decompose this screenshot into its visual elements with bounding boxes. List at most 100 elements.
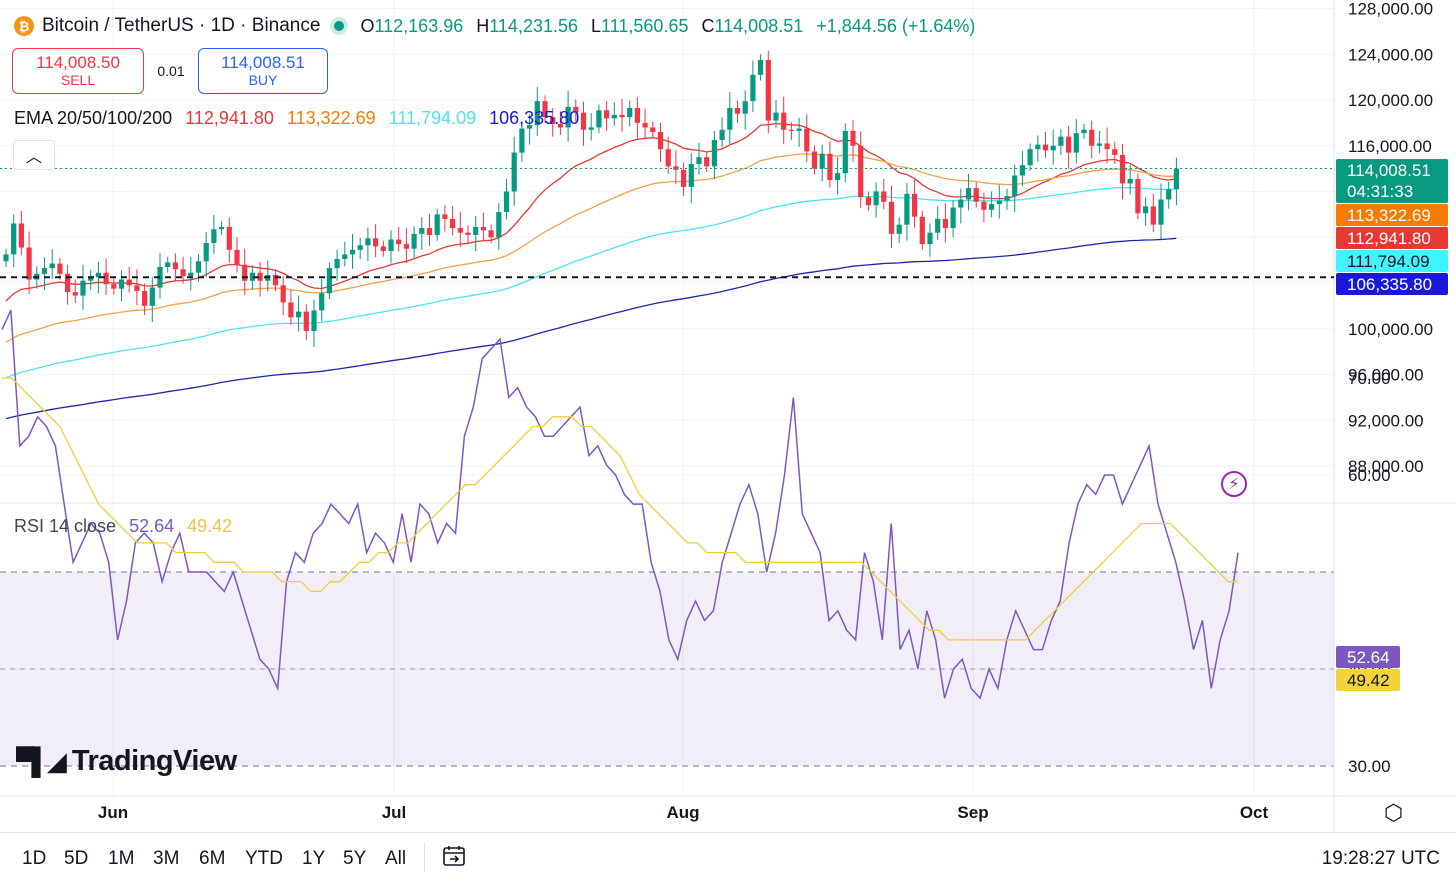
time-axis-label: Aug [666, 803, 699, 822]
candle-body [1027, 149, 1033, 166]
candle-body [11, 223, 17, 255]
candle-body [1019, 165, 1025, 176]
candle-body [434, 214, 440, 235]
sell-button[interactable]: 114,008.50 SELL [12, 48, 144, 94]
candle-body [657, 132, 664, 150]
settings-gear-icon[interactable]: ⬡ [1384, 800, 1404, 825]
candle-body [142, 291, 148, 306]
chevron-up-icon: ︿ [25, 149, 42, 166]
candle-body [488, 230, 494, 238]
price-axis-label: 100,000.00 [1348, 320, 1433, 339]
candle-body [473, 226, 479, 235]
sell-label: SELL [60, 71, 96, 88]
timeframe-1d[interactable]: 1D [22, 848, 47, 869]
candle-body [80, 280, 86, 296]
ema200-line [5, 237, 1177, 420]
candle-body [88, 277, 94, 281]
candle-body [835, 173, 841, 181]
symbol-header[interactable]: ₿ Bitcoin / TetherUS · 1D · Binance O112… [14, 12, 983, 40]
candle-body [95, 272, 101, 278]
ema-legend[interactable]: EMA 20/50/100/200 112,941.80 113,322.69 … [14, 108, 587, 129]
countdown-text: 04:31:33 [1347, 182, 1413, 201]
candle-body [311, 310, 317, 332]
time-axis[interactable]: Jun Jul Aug Sep Oct [98, 803, 1269, 822]
buy-price: 114,008.51 [221, 52, 305, 72]
candle-body [1143, 206, 1149, 214]
price-axis-label: 124,000.00 [1348, 45, 1433, 64]
candle-body [103, 272, 109, 285]
rsi-legend[interactable]: RSI 14 close 52.64 49.42 [14, 516, 240, 537]
timeframe-6m[interactable]: 6M [199, 848, 226, 869]
candle-body [1150, 206, 1156, 225]
candle-body [1158, 199, 1164, 225]
candle-body [819, 153, 825, 169]
low-value: 111,560.65 [601, 15, 689, 36]
candle-body [450, 218, 456, 229]
ema50-line [5, 153, 1177, 343]
candle-body [134, 285, 140, 292]
timeframe-1y[interactable]: 1Y [302, 848, 326, 869]
candle-body [242, 264, 248, 281]
candle-body [1073, 133, 1079, 153]
candle-body [719, 129, 725, 141]
candle-body [765, 59, 771, 121]
candle-body [665, 149, 671, 167]
timeframe-5y[interactable]: 5Y [343, 848, 367, 869]
candle-body [565, 106, 571, 128]
candle-body [1127, 178, 1133, 184]
timeframe-ytd[interactable]: YTD [245, 848, 283, 869]
candle-body [249, 272, 255, 281]
candle-body [865, 197, 871, 206]
candle-body [758, 59, 764, 75]
price-axis-label: 120,000.00 [1348, 91, 1433, 110]
timeframe-3m[interactable]: 3M [153, 848, 180, 869]
candle-body [1135, 178, 1141, 214]
candle-body [49, 263, 55, 269]
price-axis-label: 128,000.00 [1348, 0, 1433, 19]
candle-body [111, 284, 117, 289]
lightning-icon[interactable]: ⚡ [1221, 471, 1247, 497]
candle-body [373, 238, 379, 247]
timeframe-all[interactable]: All [385, 848, 407, 869]
candle-body [688, 164, 694, 187]
candle-body [72, 292, 78, 296]
candle-body [465, 232, 471, 235]
candle-body [750, 74, 756, 102]
candle-body [149, 287, 155, 306]
candle-body [804, 128, 810, 152]
bitcoin-icon: ₿ [14, 16, 34, 36]
collapse-legend-button[interactable]: ︿ [13, 140, 55, 170]
candle-body [41, 268, 48, 274]
candle-body [711, 140, 717, 167]
rsi-series [1, 309, 1239, 700]
price-axis[interactable]: 128,000.00 124,000.00 120,000.00 116,000.00… [1348, 0, 1433, 476]
candle-body [642, 122, 648, 128]
candle-body [996, 200, 1002, 205]
candle-body [503, 191, 510, 213]
candle-body [727, 108, 733, 130]
candle-body [942, 218, 948, 229]
utc-clock[interactable]: 19:28:27 UTC [1321, 848, 1440, 869]
tradingview-logo[interactable]: ▀▌◢ TradingView [16, 745, 237, 778]
symbol-title[interactable]: Bitcoin / TetherUS · 1D · Binance [42, 15, 321, 36]
candle-body [288, 302, 294, 318]
candle-body [773, 112, 779, 121]
candle-body [858, 145, 864, 198]
sell-price: 114,008.50 [36, 52, 120, 72]
rsi-value: 52.64 [129, 516, 175, 536]
candle-body [842, 130, 848, 174]
rsi-axis-label: 70.00 [1348, 369, 1391, 388]
candle-body [388, 239, 394, 251]
candle-body [234, 249, 240, 265]
candle-body [965, 188, 972, 200]
timeframe-1m[interactable]: 1M [108, 848, 135, 869]
date-range-icon[interactable] [442, 845, 466, 867]
ohlc-values: O112,163.96 H114,231.56 L111,560.65 C114… [360, 16, 983, 37]
buy-button[interactable]: 114,008.51 BUY [198, 48, 328, 94]
timeframe-5d[interactable]: 5D [64, 848, 89, 869]
candle-body [1166, 189, 1172, 200]
candle-body [303, 311, 309, 332]
rsi-ma-value: 49.42 [187, 516, 233, 536]
